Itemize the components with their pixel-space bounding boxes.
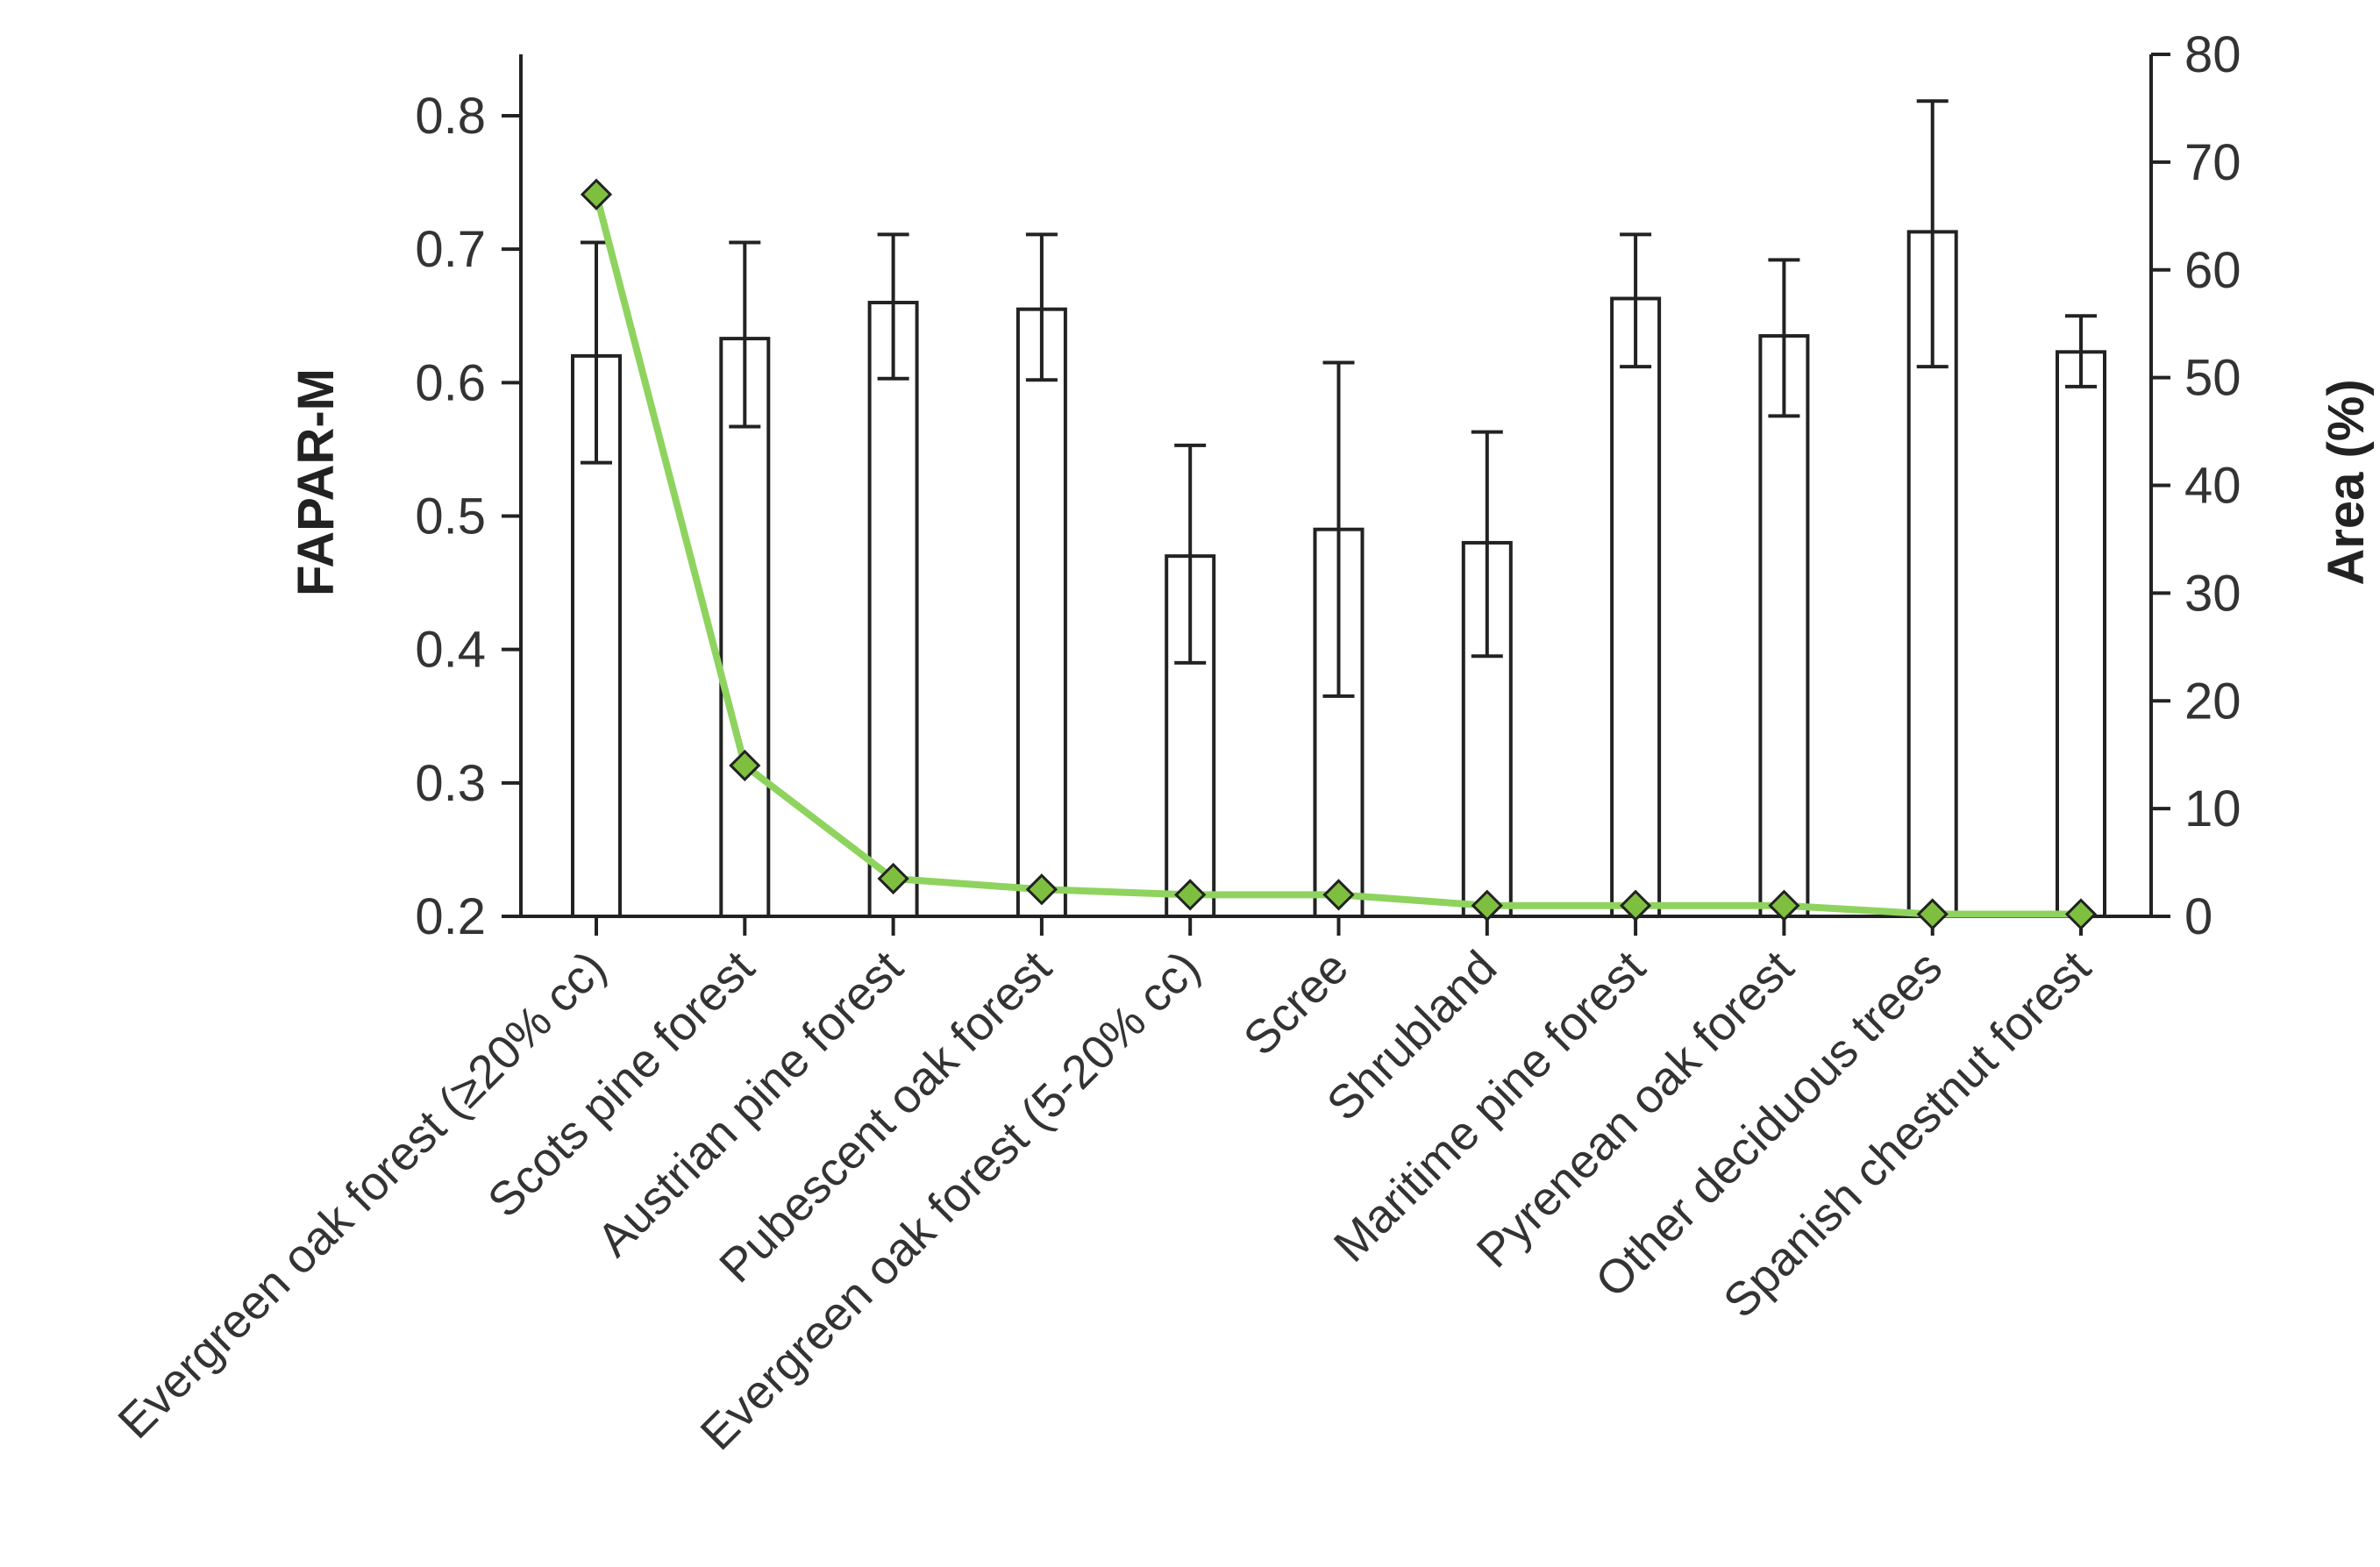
right-tick-label: 10 bbox=[2184, 780, 2241, 837]
bar-10 bbox=[2056, 350, 2106, 918]
bars-layer bbox=[571, 99, 2106, 919]
right-tick-label: 20 bbox=[2184, 673, 2241, 730]
left-tick-label: 0.7 bbox=[415, 221, 486, 278]
area-marker-10 bbox=[2064, 898, 2098, 930]
area-marker-7 bbox=[1619, 889, 1652, 922]
right-tick-label: 0 bbox=[2184, 888, 2213, 945]
right-tick-label: 60 bbox=[2184, 242, 2241, 299]
labels-layer: 0.2 0.3 0.4 0.5 0.6 0.7 0.8 0 10 20 30 40 50 60 70 80 FA… bbox=[108, 26, 2375, 1460]
category-label-5: Scree bbox=[1234, 941, 1358, 1065]
right-tick-label: 30 bbox=[2184, 565, 2241, 622]
bar-7 bbox=[1610, 296, 1662, 918]
bar-8 bbox=[1758, 334, 1810, 918]
y2-axis-title: Area (%) bbox=[2318, 379, 2375, 585]
y-axis-title: FAPAR-M bbox=[288, 368, 345, 596]
area-marker-1 bbox=[729, 749, 761, 782]
right-tick-label: 80 bbox=[2184, 26, 2241, 83]
area-marker-5 bbox=[1322, 879, 1355, 911]
area-marker-9 bbox=[1916, 898, 1949, 930]
bar-2 bbox=[867, 301, 919, 918]
left-tick-label: 0.2 bbox=[415, 888, 486, 945]
area-marker-3 bbox=[1025, 873, 1058, 906]
left-tick-label: 0.8 bbox=[415, 88, 486, 145]
left-tick-label: 0.4 bbox=[415, 622, 486, 679]
area-marker-6 bbox=[1471, 889, 1503, 922]
right-tick-label: 50 bbox=[2184, 350, 2241, 407]
left-tick-label: 0.3 bbox=[415, 755, 486, 812]
area-marker-0 bbox=[580, 178, 613, 210]
category-label-1: Scots pine forest bbox=[478, 941, 765, 1228]
left-tick-label: 0.6 bbox=[415, 354, 486, 411]
left-tick-label: 0.5 bbox=[415, 488, 486, 545]
bar-1 bbox=[719, 337, 771, 918]
bar-3 bbox=[1015, 307, 1067, 918]
area-line-layer bbox=[580, 178, 2098, 930]
right-tick-label: 40 bbox=[2184, 458, 2241, 515]
area-marker-4 bbox=[1174, 879, 1207, 911]
right-tick-label: 70 bbox=[2184, 134, 2241, 191]
area-marker-8 bbox=[1768, 889, 1800, 922]
area-marker-2 bbox=[877, 862, 909, 895]
